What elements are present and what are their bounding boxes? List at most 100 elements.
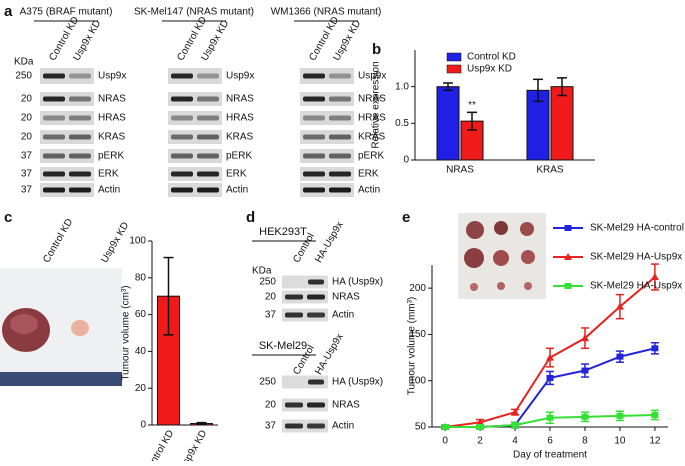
panel-label: c (4, 209, 12, 226)
blot-band (308, 279, 324, 285)
x-tick-label: 10 (614, 436, 626, 447)
band-label: NRAS (332, 400, 360, 411)
blot-band (43, 171, 65, 177)
mw-marker: 20 (265, 400, 277, 411)
group-title: A375 (BRAF mutant) (20, 7, 113, 18)
y-tick-label: 60 (135, 309, 147, 320)
band-label: Usp9x (358, 71, 386, 82)
marker (651, 411, 659, 418)
x-tick-label: KRAS (536, 165, 564, 176)
y-tick-label: 200 (409, 283, 426, 294)
band-label: NRAS (98, 94, 126, 105)
blot-band (171, 153, 193, 159)
band-label: pERK (226, 151, 252, 162)
band-label: pERK (358, 151, 384, 162)
blot-strip (168, 183, 222, 197)
error-bar (443, 82, 453, 92)
tumour (520, 222, 534, 236)
legend-marker (564, 283, 572, 289)
x-tick-label: 12 (649, 436, 661, 447)
marker (615, 302, 624, 310)
blot-strip (40, 92, 94, 106)
marker (476, 424, 484, 430)
blot-strip (168, 167, 222, 181)
tumour (497, 282, 505, 290)
marker (476, 418, 485, 426)
band-label: KRAS (358, 132, 386, 143)
x-tick-label: NRAS (446, 165, 474, 176)
blot-band (285, 423, 303, 429)
marker (546, 414, 554, 421)
y-axis-label: Relative expression (371, 61, 382, 148)
blot-band (171, 115, 193, 121)
marker (581, 413, 589, 420)
marker (546, 353, 554, 361)
legend-marker-shape (564, 283, 572, 289)
marker (511, 408, 520, 416)
blot-strip (168, 149, 222, 163)
band-label: ERK (98, 169, 119, 180)
blot-band (303, 73, 325, 79)
band-label: ERK (358, 169, 379, 180)
marker (581, 367, 589, 374)
blot-band (329, 134, 351, 140)
blot-band (329, 171, 351, 177)
tumour (71, 320, 89, 336)
tumour-highlight (10, 314, 38, 334)
mw-marker: 20 (21, 94, 33, 105)
band-label: Actin (98, 185, 120, 196)
blot-strip (300, 167, 354, 181)
legend-label: SK-Mel29 HA-Usp9x (590, 252, 682, 263)
mw-marker: 37 (265, 310, 277, 321)
blot-band (171, 187, 193, 193)
blot-band (69, 171, 91, 177)
blot-strip (40, 111, 94, 125)
y-tick-label: 100 (409, 375, 426, 386)
mw-marker: 250 (15, 71, 32, 82)
band-label: HRAS (358, 113, 386, 124)
x-tick-label: 8 (582, 436, 588, 447)
band-label: pERK (98, 151, 124, 162)
blot-band (43, 115, 65, 121)
ruler (0, 372, 122, 386)
panel-label: a (4, 3, 13, 20)
y-tick-label: 0.5 (395, 118, 409, 129)
blot-strip (282, 308, 328, 322)
error-bar (557, 77, 567, 97)
y-tick-label: 20 (135, 383, 147, 394)
mw-marker: 250 (259, 377, 276, 388)
blot-strip (40, 130, 94, 144)
blot-strip (168, 92, 222, 106)
blot-band (329, 115, 351, 121)
mw-marker: 37 (21, 169, 33, 180)
panel-label: d (246, 209, 255, 226)
mw-marker: 20 (265, 292, 277, 303)
blot-band (43, 134, 65, 140)
y-tick-label: 50 (415, 422, 427, 433)
blot-band (285, 402, 303, 408)
blot-band (69, 115, 91, 121)
y-tick-label: 100 (129, 236, 146, 247)
band-label: Usp9x (226, 71, 254, 82)
blot-band (171, 73, 193, 79)
band-label: ERK (226, 169, 247, 180)
blot-band (171, 96, 193, 102)
blot-band (307, 402, 325, 408)
mw-marker: 20 (21, 113, 33, 124)
band-label: Actin (332, 421, 354, 432)
blot-strip (300, 92, 354, 106)
blot-band (197, 134, 219, 140)
blot-band (171, 134, 193, 140)
band-label: NRAS (358, 94, 386, 105)
blot-strip (282, 419, 328, 433)
blot-band (69, 96, 91, 102)
y-axis-label: Tumour volume (cm³) (121, 285, 132, 380)
marker (546, 374, 554, 381)
mw-marker: 20 (21, 132, 33, 143)
x-tick-label: 0 (442, 436, 448, 447)
legend-label: Usp9x KD (467, 64, 512, 75)
band-label: HRAS (98, 113, 126, 124)
legend-marker (564, 253, 572, 260)
blot-band (43, 187, 65, 193)
